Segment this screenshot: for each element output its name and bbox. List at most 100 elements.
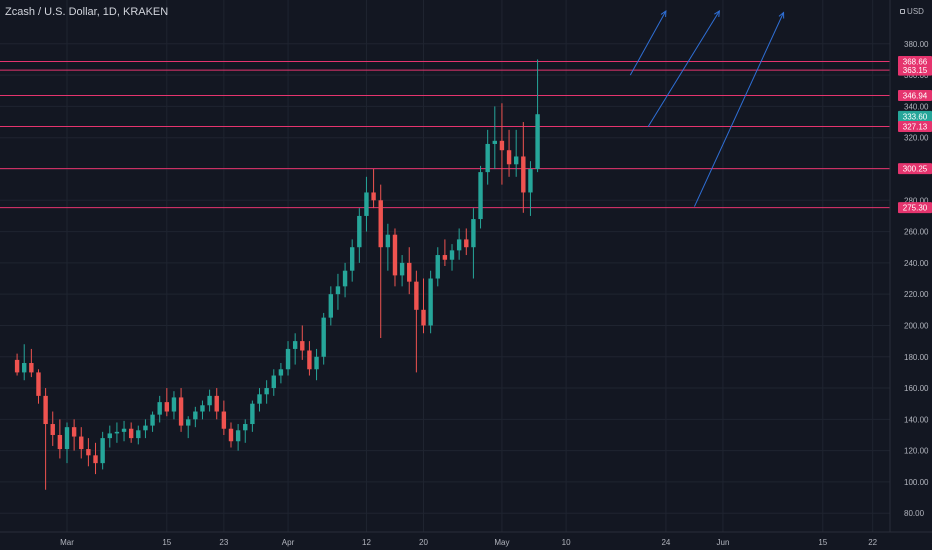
candle [64, 422, 70, 464]
candle [535, 59, 540, 173]
currency-label: USD [907, 6, 924, 16]
candle-body [29, 363, 34, 373]
price-axis[interactable]: 80.00 100.00 120.00 140.00 160.00 180.00 200.0… [904, 40, 929, 518]
trend-arrow-line [693, 12, 785, 207]
trend-arrow-line [647, 10, 720, 128]
candle [314, 348, 319, 381]
time-tick-label: Mar [60, 538, 74, 547]
trend-arrow[interactable] [629, 9, 667, 76]
candle-body [399, 262, 405, 276]
candle [307, 341, 312, 376]
candle [114, 422, 120, 443]
candle-body [335, 286, 341, 295]
candle [378, 184, 383, 338]
candle-body [250, 403, 255, 425]
candle [71, 419, 77, 451]
candle [471, 208, 476, 279]
candle-body [464, 239, 469, 248]
arrow-head [660, 9, 667, 17]
candle [121, 420, 127, 442]
candle [392, 228, 398, 287]
candle-body [521, 156, 526, 193]
candle [164, 388, 170, 417]
candle [235, 424, 241, 451]
price-tick-label: 180.00 [904, 353, 929, 362]
level-price-label [898, 202, 932, 214]
trend-arrow[interactable] [693, 11, 785, 207]
candle [43, 388, 48, 490]
candle [50, 411, 55, 446]
candle [464, 228, 469, 256]
candle-body [128, 428, 134, 439]
level-price-label [898, 64, 932, 76]
candle [128, 422, 134, 443]
candle-body [143, 425, 148, 431]
candle [485, 129, 490, 185]
candle-body [14, 359, 20, 373]
time-axis[interactable]: Mar1523Apr1220May1024Jun1522Jul [60, 538, 932, 547]
candle-series [14, 59, 540, 490]
candle-body [114, 431, 120, 434]
price-tick-label: 140.00 [904, 415, 929, 424]
candle-body [449, 250, 455, 260]
level-price-label [898, 56, 932, 68]
candle [271, 369, 276, 396]
price-tick-label: 380.00 [904, 40, 929, 49]
price-label-text: 300.25 [903, 165, 928, 174]
candle [171, 391, 177, 420]
candle [513, 129, 519, 177]
candle-body [513, 156, 519, 165]
trend-arrow[interactable] [647, 9, 720, 128]
candle [421, 278, 426, 334]
candle-body [471, 219, 476, 248]
price-tick-label: 160.00 [904, 384, 929, 393]
candle [528, 161, 533, 216]
candle-body [456, 239, 462, 251]
price-label-text: 327.13 [903, 123, 928, 132]
time-tick-label: May [494, 538, 509, 547]
candle-body [235, 430, 241, 442]
candle-body [414, 281, 419, 310]
candle [143, 419, 148, 439]
candle [57, 419, 63, 459]
candle-body [221, 411, 227, 429]
time-tick-label: 23 [219, 538, 228, 547]
candle [207, 389, 212, 412]
time-tick-label: 10 [562, 538, 571, 547]
time-tick-label: 12 [362, 538, 371, 547]
candle [186, 416, 191, 439]
trend-arrows[interactable] [629, 9, 785, 207]
candle-body [214, 395, 219, 412]
candle [478, 165, 483, 229]
arrow-head [778, 11, 785, 19]
candle [107, 425, 112, 448]
candle [385, 223, 391, 271]
price-tick-label: 240.00 [904, 259, 929, 268]
candle-body [535, 114, 540, 169]
price-tick-label: 340.00 [904, 102, 929, 111]
candle [214, 388, 219, 420]
candle-body [207, 395, 212, 406]
candle-body [278, 369, 284, 376]
price-tick-label: 120.00 [904, 447, 929, 456]
candle [29, 348, 34, 378]
horizontal-level-lines[interactable] [0, 61, 890, 209]
candle-body [321, 317, 326, 357]
candle [221, 400, 227, 435]
candle-body [200, 405, 205, 412]
candle [157, 395, 162, 423]
candle-body [22, 363, 27, 373]
candle-body [64, 427, 70, 450]
candle [492, 106, 497, 169]
price-labels: 368.66363.15346.94333.6027:45327.13300.2… [898, 56, 932, 214]
candle [456, 228, 462, 260]
candle [193, 406, 198, 428]
currency-selector[interactable]: USD [899, 5, 925, 17]
candle-body [342, 270, 348, 287]
candle-body [292, 341, 298, 349]
price-label-text: 333.60 [903, 112, 928, 121]
candle-body [136, 430, 141, 439]
price-tick-label: 260.00 [904, 228, 929, 237]
candle-body [157, 402, 162, 415]
